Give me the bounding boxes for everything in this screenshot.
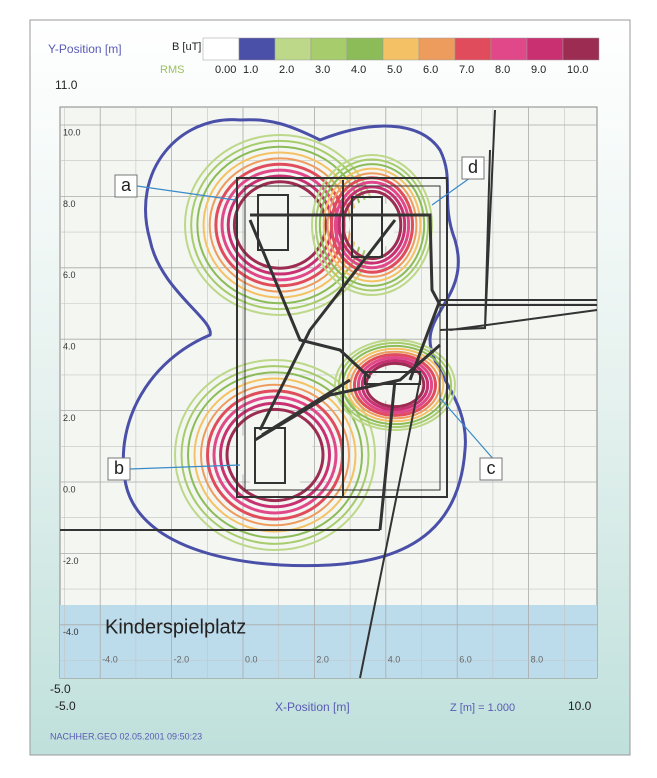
legend: 0.00 1.0 2.0 3.0 4.0 5.0 6.0 7.0 8.0 9.0 10.0: [202, 37, 600, 76]
transformer: [254, 427, 286, 484]
legend-label: 1.0: [243, 64, 258, 76]
x-tick-label: 4.0: [388, 654, 401, 664]
x-axis-title: X-Position [m]: [275, 700, 350, 714]
legend-label: 9.0: [531, 64, 546, 76]
x-tick-label: -4.0: [102, 654, 118, 664]
annotation-box: [114, 174, 138, 198]
y-tick-label: -2.0: [63, 556, 79, 566]
annotation-arrow: [439, 397, 503, 470]
y-tick-label: 6.0: [63, 270, 76, 280]
legend-swatch: [382, 37, 420, 61]
legend-swatch: [274, 37, 312, 61]
y-max-label: 11.0: [55, 78, 78, 92]
legend-label: 6.0: [423, 64, 438, 76]
x-max-label: 10.0: [568, 699, 592, 713]
x-tick-label: 6.0: [459, 654, 472, 664]
z-label: Z [m] = 1.000: [450, 702, 515, 714]
legend-subtitle: RMS: [160, 64, 184, 76]
legend-swatch: [490, 37, 528, 61]
cable: [248, 213, 442, 531]
contour: [314, 158, 430, 292]
legend-swatch: [526, 37, 564, 61]
legend-label: 5.0: [387, 64, 402, 76]
legend-swatch: [346, 37, 384, 61]
annotations: a b c d: [107, 156, 503, 481]
contour: [334, 339, 456, 431]
contour: [353, 353, 437, 417]
contour: [232, 180, 328, 270]
annotation-box: [107, 457, 131, 481]
area-label: Kinderspielplatz: [105, 616, 246, 638]
legend-swatch: [238, 37, 276, 61]
contour: [180, 365, 370, 545]
contour: [225, 407, 325, 503]
annotation-label: d: [468, 157, 478, 177]
y-tick-label: 0.0: [63, 484, 76, 494]
y-tick-label: 10.0: [63, 127, 81, 137]
annotation-box: [479, 457, 503, 481]
legend-label: 7.0: [459, 64, 474, 76]
contour-core: [243, 190, 317, 260]
contour: [356, 356, 434, 414]
annotation-label: b: [114, 458, 124, 478]
contour: [349, 350, 441, 420]
legend-label: 2.0: [279, 64, 294, 76]
x-tick-label: 8.0: [531, 654, 544, 664]
footer: NACHHER.GEO 02.05.2001 09:50:23: [50, 731, 202, 741]
contour: [333, 180, 411, 270]
contour: [318, 163, 426, 287]
structure: [60, 109, 598, 679]
switchgear: [364, 371, 421, 385]
annotation-label: c: [487, 458, 496, 478]
contour: [174, 359, 376, 551]
contour: [187, 371, 363, 539]
annotation-box: [461, 156, 485, 180]
legend-label: 8.0: [495, 64, 510, 76]
x-min-label: -5.0: [55, 699, 76, 713]
contour: [337, 341, 453, 429]
legend-label: 0.00: [215, 64, 236, 76]
contour: [200, 383, 350, 527]
legend-swatch: [310, 37, 348, 61]
legend-swatch: [418, 37, 456, 61]
contour: [326, 172, 418, 278]
contour: [337, 185, 407, 265]
legend-label: 4.0: [351, 64, 366, 76]
y-tick-label: 2.0: [63, 413, 76, 423]
contour: [311, 154, 433, 296]
contour: [121, 118, 467, 568]
y-axis-title: Y-Position [m]: [48, 42, 122, 56]
legend-swatch: [454, 37, 492, 61]
legend-swatch: [562, 37, 600, 61]
building-inner: [244, 185, 441, 491]
annotation-label: a: [121, 175, 132, 195]
legend-title: B [uT]: [172, 41, 201, 53]
contour: [193, 377, 357, 533]
playground-band: [60, 605, 597, 678]
y-tick-label: -4.0: [63, 627, 79, 637]
x-tick-label: -2.0: [174, 654, 190, 664]
annotation-arrow: [136, 185, 236, 201]
contours: [121, 118, 467, 568]
legend-label: 10.0: [567, 64, 588, 76]
x-tick-label: 2.0: [316, 654, 329, 664]
legend-swatch: [202, 37, 240, 61]
cable: [60, 109, 598, 679]
annotation-arrow: [129, 464, 241, 470]
transformer: [257, 194, 289, 251]
contour: [360, 358, 430, 412]
contour: [322, 167, 422, 283]
x-tick-label: 0.0: [245, 654, 258, 664]
y-tick-label: 4.0: [63, 342, 76, 352]
legend-label: 3.0: [315, 64, 330, 76]
contour-core: [349, 198, 395, 252]
y-tick-label: 8.0: [63, 199, 76, 209]
contour: [345, 347, 445, 423]
y-min-label: -5.0: [50, 682, 71, 696]
